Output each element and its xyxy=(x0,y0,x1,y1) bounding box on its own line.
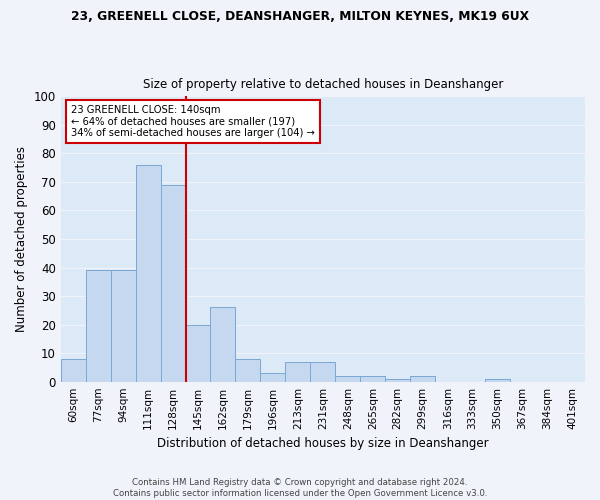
Bar xyxy=(61,359,86,382)
Text: Contains HM Land Registry data © Crown copyright and database right 2024.
Contai: Contains HM Land Registry data © Crown c… xyxy=(113,478,487,498)
Bar xyxy=(335,376,360,382)
Bar xyxy=(485,379,510,382)
Bar xyxy=(286,362,310,382)
Text: 23, GREENELL CLOSE, DEANSHANGER, MILTON KEYNES, MK19 6UX: 23, GREENELL CLOSE, DEANSHANGER, MILTON … xyxy=(71,10,529,23)
Y-axis label: Number of detached properties: Number of detached properties xyxy=(15,146,28,332)
Bar xyxy=(310,362,335,382)
Bar xyxy=(161,185,185,382)
Bar xyxy=(86,270,110,382)
Bar xyxy=(235,359,260,382)
Bar xyxy=(185,324,211,382)
Bar xyxy=(110,270,136,382)
X-axis label: Distribution of detached houses by size in Deanshanger: Distribution of detached houses by size … xyxy=(157,437,488,450)
Bar xyxy=(360,376,385,382)
Bar xyxy=(260,373,286,382)
Text: 23 GREENELL CLOSE: 140sqm
← 64% of detached houses are smaller (197)
34% of semi: 23 GREENELL CLOSE: 140sqm ← 64% of detac… xyxy=(71,105,315,138)
Bar xyxy=(136,165,161,382)
Bar xyxy=(211,308,235,382)
Title: Size of property relative to detached houses in Deanshanger: Size of property relative to detached ho… xyxy=(143,78,503,91)
Bar xyxy=(410,376,435,382)
Bar xyxy=(385,379,410,382)
